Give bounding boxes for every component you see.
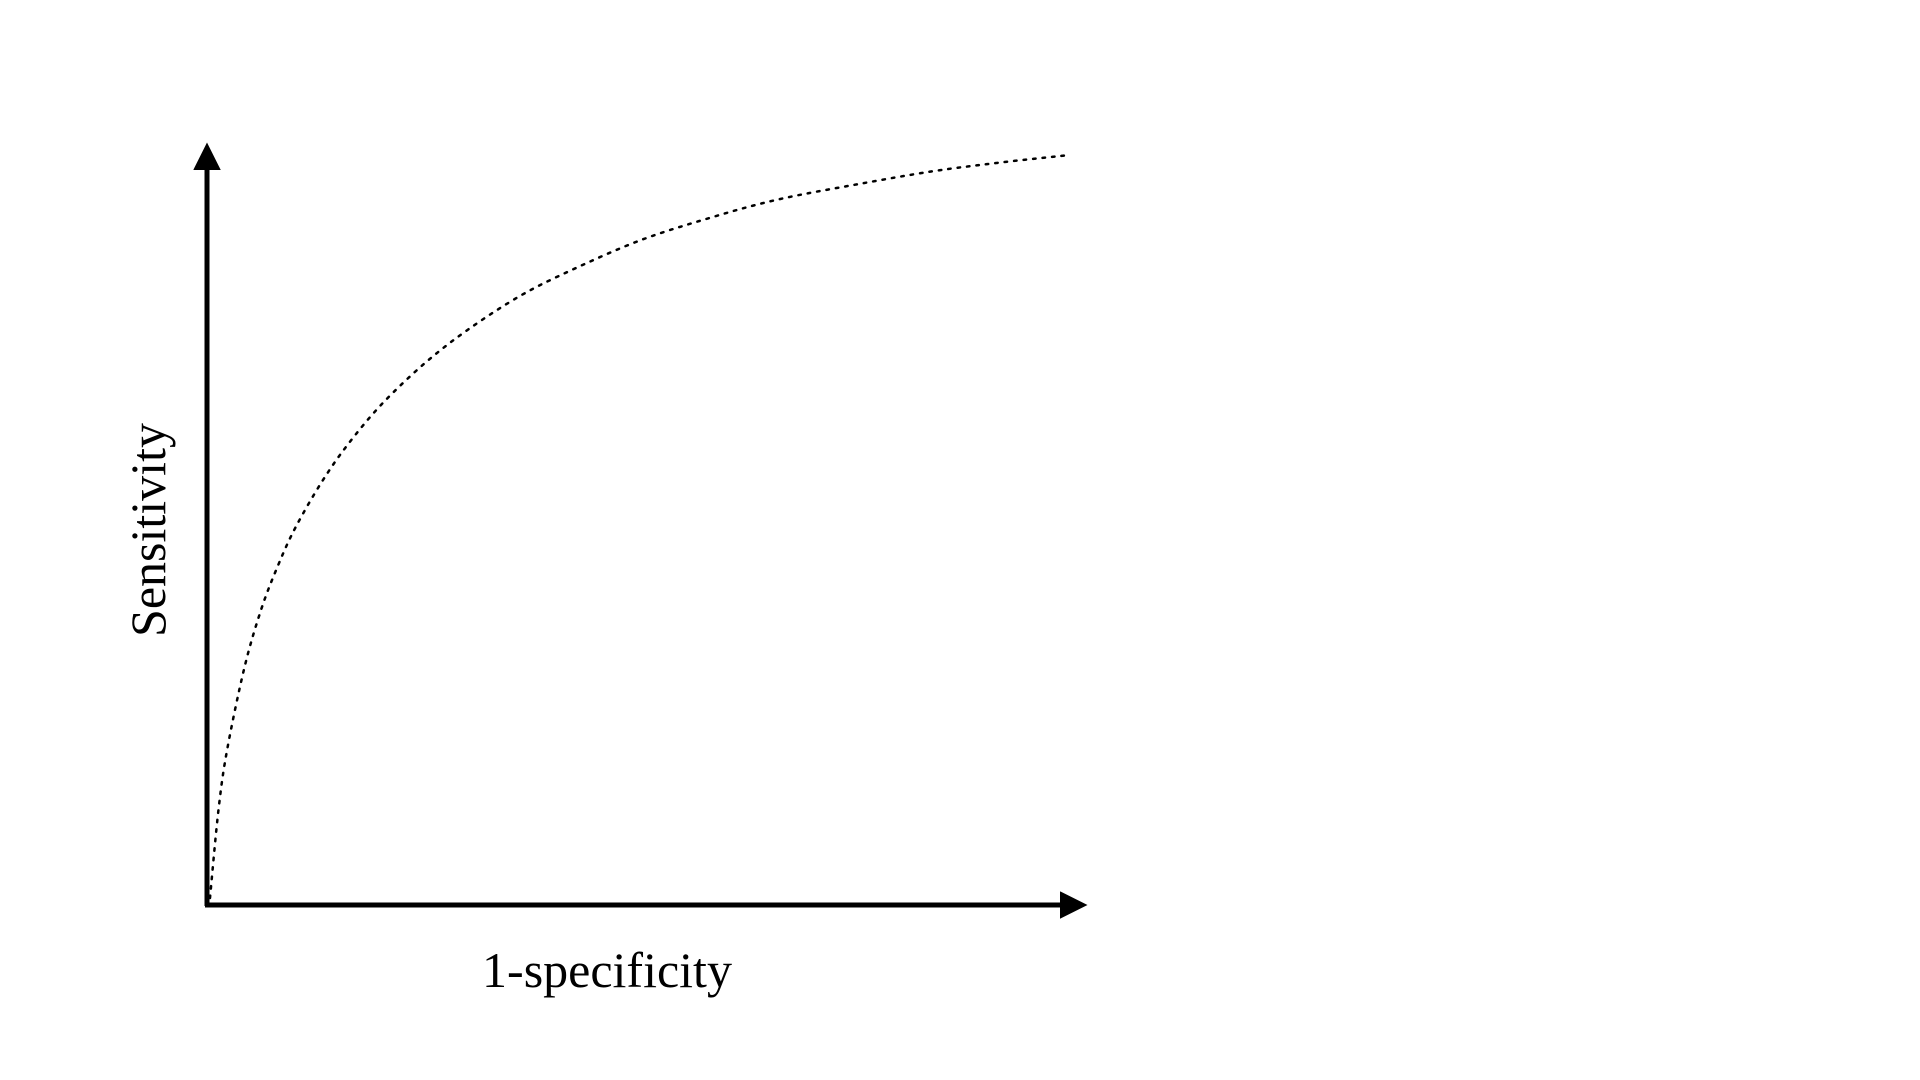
y-axis-label: Sensitivity xyxy=(120,423,176,637)
curve-points xyxy=(208,153,1072,900)
curve-point-19 xyxy=(999,160,1003,164)
curve-point-14 xyxy=(638,238,642,242)
curve-point-20 xyxy=(1068,153,1072,157)
x-axis-label: 1-specificity xyxy=(482,942,732,998)
roc-curve-series xyxy=(208,153,1072,900)
curve-point-12 xyxy=(518,294,522,298)
